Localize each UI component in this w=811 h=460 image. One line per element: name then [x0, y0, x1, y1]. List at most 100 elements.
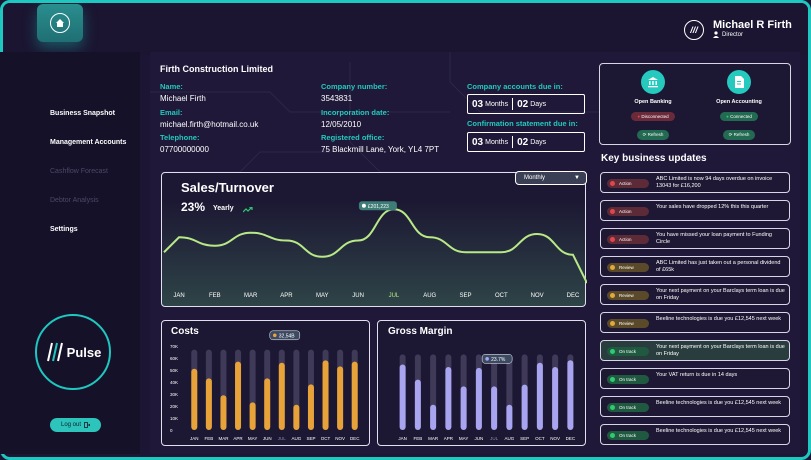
period-dropdown[interactable]: Monthly ▼	[515, 171, 587, 185]
bar[interactable]	[235, 361, 242, 430]
bar[interactable]	[191, 368, 198, 430]
x-tick-label: FEB	[204, 436, 213, 441]
bar[interactable]	[414, 379, 421, 430]
telephone-value: 07700000000	[160, 145, 209, 154]
x-tick-label: SEP	[460, 293, 472, 299]
sidebar-item-management-accounts[interactable]: Management Accounts	[50, 139, 127, 146]
bar[interactable]	[337, 366, 344, 430]
status-label: Action	[619, 237, 632, 242]
bar[interactable]	[445, 367, 452, 430]
confirmation-days: 02	[517, 136, 529, 148]
name-value: Michael Firth	[160, 94, 206, 103]
bar[interactable]	[475, 367, 482, 430]
status-label: Review	[619, 321, 634, 326]
y-tick-label: 30K	[170, 392, 178, 397]
bar-tooltip-label: 32,54B	[279, 333, 296, 339]
months-word: Months	[485, 100, 509, 108]
bar[interactable]	[322, 360, 329, 430]
update-row[interactable]: On track Beeline technologies is due you …	[600, 396, 790, 417]
banking-refresh-button[interactable]: ⟳ Refresh	[636, 130, 670, 140]
update-row[interactable]: Action Your sales have dropped 12% this t…	[600, 200, 790, 221]
bar-tooltip	[481, 354, 513, 364]
update-row[interactable]: On track Your VAT return is due in 14 day…	[600, 368, 790, 389]
gross-margin-title: Gross Margin	[388, 326, 453, 337]
accounts-due-box: 03 Months 02 Days	[467, 94, 585, 114]
x-tick-label: APR	[444, 436, 454, 441]
bar[interactable]	[351, 361, 358, 430]
status-label: On track	[619, 349, 637, 354]
y-tick-label: 40K	[170, 380, 178, 385]
company-name: Firth Construction Limited	[160, 64, 273, 74]
update-row[interactable]: On track Beeline technologies is due you …	[600, 424, 790, 445]
open-banking-title: Open Banking	[634, 99, 672, 105]
status-dot-icon	[610, 377, 615, 382]
update-text: Your VAT return is due in 14 days	[656, 372, 738, 378]
user-logo-icon[interactable]: ///	[684, 20, 704, 40]
update-row[interactable]: Review ABC Limited has just taken out a p…	[600, 256, 790, 277]
bar[interactable]	[506, 404, 513, 430]
open-accounting-card: Open Accounting ● Connected ⟳ Refresh	[706, 70, 772, 141]
x-tick-label: JUL	[389, 293, 400, 299]
y-tick-label: 50K	[170, 368, 178, 373]
bar[interactable]	[399, 364, 406, 430]
logout-button[interactable]: Log out	[50, 418, 101, 432]
disconnected-badge: ● Disconnected	[631, 112, 675, 121]
days-word: Days	[530, 100, 547, 108]
confirmation-due-box: 03 Months 02 Days	[467, 132, 585, 152]
home-button[interactable]	[37, 4, 83, 42]
connections-panel: Open Banking ● Disconnected ⟳ Refresh Op…	[599, 63, 791, 145]
x-tick-label: JAN	[398, 436, 407, 441]
telephone-label: Telephone:	[160, 133, 200, 142]
bar[interactable]	[536, 362, 543, 430]
accounts-days: 02	[517, 98, 529, 110]
registered-office-value: 75 Blackmill Lane, York, YL4 7PT	[321, 145, 440, 154]
x-tick-label: MAR	[428, 436, 439, 441]
bar[interactable]	[567, 360, 574, 430]
costs-title: Costs	[171, 326, 199, 337]
bar[interactable]	[430, 404, 437, 430]
accounting-refresh-button[interactable]: ⟳ Refresh	[722, 130, 756, 140]
update-row[interactable]: Action You have missed your loan payment …	[600, 228, 790, 249]
bar[interactable]	[521, 384, 528, 430]
x-tick-label: JAN	[190, 436, 199, 441]
sidebar-item-debtor-analysis: Debtor Analysis	[50, 197, 99, 204]
gross-margin-card: JAN FEB MAR APR MAY JUN JUL AUG SEP OCT NOV DEC 23.7…	[377, 320, 586, 446]
sales-percent: 23%	[181, 200, 206, 214]
user-role: Director	[722, 32, 744, 38]
update-row[interactable]: On track Your next payment on your Barcla…	[600, 340, 790, 361]
pulse-logo: Pulse	[35, 314, 111, 390]
company-number-value: 3543831	[321, 94, 353, 103]
update-row[interactable]: Action ABC Limited is now 94 days overdue…	[600, 172, 790, 193]
x-tick-label: DEC	[350, 436, 360, 441]
circuit-background	[150, 52, 600, 173]
bar[interactable]	[205, 378, 212, 430]
x-tick-label: MAY	[248, 436, 257, 441]
tooltip-dot-icon	[485, 357, 489, 361]
banking-status: Disconnected	[641, 114, 669, 119]
y-tick-label: 10K	[170, 416, 178, 421]
x-tick-label: JUN	[352, 293, 364, 299]
bar[interactable]	[249, 402, 256, 430]
status-dot-icon	[610, 293, 615, 298]
x-tick-label: MAY	[459, 436, 468, 441]
bar[interactable]	[264, 378, 271, 430]
x-tick-label: APR	[233, 436, 243, 441]
sidebar-item-cashflow-forecast: Cashflow Forecast	[50, 168, 108, 175]
update-row[interactable]: Review Beeline technologies is due you £1…	[600, 312, 790, 333]
x-tick-label: NOV	[335, 436, 345, 441]
sidebar-item-settings[interactable]: Settings	[50, 226, 78, 233]
bar[interactable]	[307, 384, 314, 430]
sidebar-item-business-snapshot[interactable]: Business Snapshot	[50, 110, 115, 117]
bar[interactable]	[552, 367, 559, 430]
update-text: Your next payment on your Barclays term …	[656, 288, 785, 302]
update-row[interactable]: Review Your next payment on your Barclays…	[600, 284, 790, 305]
bar[interactable]	[491, 386, 498, 430]
document-icon	[727, 70, 751, 94]
company-number-label: Company number:	[321, 82, 388, 91]
bar[interactable]	[293, 404, 300, 430]
bar[interactable]	[278, 362, 285, 430]
bar[interactable]	[220, 395, 227, 430]
x-tick-label: OCT	[535, 436, 545, 441]
bar[interactable]	[460, 386, 467, 430]
x-tick-label: OCT	[321, 436, 331, 441]
